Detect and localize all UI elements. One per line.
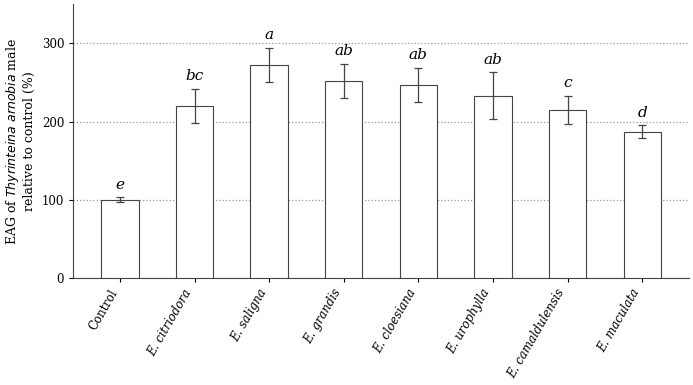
Bar — [624, 132, 661, 278]
Text: ab: ab — [334, 44, 353, 58]
Bar — [101, 200, 139, 278]
Bar — [474, 96, 511, 278]
Text: bc: bc — [185, 69, 204, 83]
Text: a: a — [265, 28, 274, 42]
Text: e: e — [116, 178, 124, 192]
Bar — [549, 110, 586, 278]
Bar — [250, 65, 288, 278]
Text: d: d — [638, 106, 647, 120]
Bar — [176, 106, 213, 278]
Text: ab: ab — [409, 48, 428, 62]
Text: ab: ab — [484, 53, 502, 67]
Bar — [325, 81, 362, 278]
Text: c: c — [563, 76, 572, 90]
Bar — [400, 85, 437, 278]
Y-axis label: EAG of $\mathit{Thyrinteina\ arnobia}$ male
relative to control (%): EAG of $\mathit{Thyrinteina\ arnobia}$ m… — [4, 38, 36, 244]
